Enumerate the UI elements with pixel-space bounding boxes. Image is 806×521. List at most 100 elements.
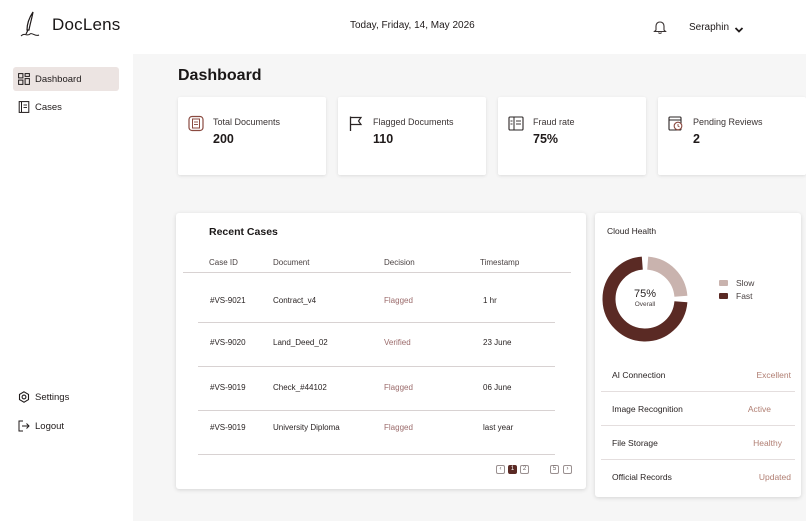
page-button-5[interactable]: 5 <box>550 465 559 474</box>
main-content: Dashboard Total Documents 200 Flagged Do… <box>133 54 806 521</box>
page-button-1[interactable]: 1 <box>508 465 517 474</box>
sidebar-item-label: Logout <box>35 420 65 432</box>
case-timestamp: 06 June <box>483 383 512 392</box>
sidebar-item-label: Dashboard <box>35 73 82 85</box>
cloud-health-title: Cloud Health <box>607 226 657 236</box>
stat-value: 2 <box>693 132 700 146</box>
donut-segment-fast <box>602 256 688 342</box>
health-label: Official Records <box>612 472 672 482</box>
stat-card-total-documents: Total Documents 200 <box>178 97 326 175</box>
row-divider <box>198 366 555 367</box>
table-row[interactable]: #VS-9021 Contract_v4 Flagged 1 hr <box>198 279 555 323</box>
grid-icon <box>18 73 30 85</box>
column-header: Case ID <box>209 258 238 267</box>
case-document: Land_Deed_02 <box>273 338 328 347</box>
legend-swatch <box>719 293 728 299</box>
logout-icon <box>18 420 30 432</box>
case-decision: Flagged <box>384 383 413 392</box>
sidebar-item-label: Settings <box>35 391 70 403</box>
documents-icon <box>188 115 204 132</box>
sidebar-item-dashboard[interactable]: Dashboard <box>13 67 119 91</box>
row-divider <box>198 410 555 411</box>
health-row-official-records: Official Records Updated <box>601 460 795 494</box>
cloud-health-card: Cloud Health 75% Overall Slow Fast AI Co… <box>595 213 801 497</box>
column-header: Decision <box>384 258 415 267</box>
chevron-left-icon[interactable]: ‹ <box>496 465 505 474</box>
donut-overall-label: Overall <box>634 301 656 308</box>
chevron-right-icon[interactable]: › <box>563 465 572 474</box>
case-document: Contract_v4 <box>273 296 317 305</box>
gear-icon <box>18 391 30 403</box>
sidebar-item-cases[interactable]: Cases <box>13 95 119 119</box>
stat-label: Total Documents <box>213 117 281 127</box>
table-row[interactable]: #VS-9019 Check_#44102 Flagged 06 June <box>198 367 555 411</box>
user-name[interactable]: Seraphin <box>689 22 730 33</box>
row-divider <box>198 454 555 455</box>
flag-icon <box>348 115 364 132</box>
case-timestamp: 23 June <box>483 338 512 347</box>
stat-value: 110 <box>373 132 394 146</box>
case-id: #VS-9021 <box>210 296 246 305</box>
case-document: University Diploma <box>273 423 340 432</box>
row-divider <box>601 391 795 392</box>
health-row-image-recognition: Image Recognition Active <box>601 392 795 426</box>
case-decision: Verified <box>384 338 411 347</box>
stat-value: 200 <box>213 132 234 146</box>
legend-swatch <box>719 280 728 286</box>
legend-item-slow: Slow <box>719 278 754 288</box>
page-button-2[interactable]: 2 <box>520 465 529 474</box>
recent-cases-card: Recent Cases Case ID Document Decision T… <box>176 213 586 489</box>
table-row[interactable]: #VS-9020 Land_Deed_02 Verified 23 June <box>198 323 555 367</box>
chevron-down-icon[interactable] <box>734 22 744 33</box>
health-label: AI Connection <box>612 370 666 380</box>
row-divider <box>601 459 795 460</box>
health-status: Excellent <box>756 370 792 380</box>
stat-card-fraud-rate: Fraud rate 75% <box>498 97 646 175</box>
case-timestamp: last year <box>483 423 514 432</box>
stat-label: Flagged Documents <box>373 117 454 127</box>
legend-item-fast: Fast <box>719 291 753 301</box>
recent-cases-title: Recent Cases <box>209 226 278 238</box>
stat-card-pending-reviews: Pending Reviews 2 <box>658 97 806 175</box>
brand-name: DocLens <box>52 15 121 34</box>
stat-card-flagged-documents: Flagged Documents 110 <box>338 97 486 175</box>
header-divider <box>183 272 571 273</box>
donut-segment-slow <box>646 256 688 298</box>
case-document: Check_#44102 <box>273 383 327 392</box>
health-label: File Storage <box>612 438 658 448</box>
sidebar-item-label: Cases <box>35 101 62 113</box>
cloud-health-donut <box>602 256 688 342</box>
row-divider <box>601 425 795 426</box>
health-status: Updated <box>758 472 791 482</box>
sidebar-item-settings[interactable]: Settings <box>13 385 119 409</box>
document-icon <box>18 101 30 113</box>
health-row-file-storage: File Storage Healthy <box>601 426 795 460</box>
case-id: #VS-9019 <box>210 383 246 392</box>
sidebar-item-logout[interactable]: Logout <box>13 414 119 438</box>
sidebar: Dashboard Cases Settings <box>0 54 133 521</box>
stat-label: Fraud rate <box>533 117 575 127</box>
case-id: #VS-9019 <box>210 423 246 432</box>
case-id: #VS-9020 <box>210 338 246 347</box>
donut-overall-value: 75% <box>633 288 657 300</box>
quill-pen-logo <box>18 10 42 40</box>
top-header: DocLens Today, Friday, 14, May 2026 Sera… <box>0 0 806 54</box>
legend-label: Fast <box>736 291 753 301</box>
column-header: Document <box>273 258 310 267</box>
row-divider <box>198 322 555 323</box>
report-icon <box>508 115 524 132</box>
case-decision: Flagged <box>384 423 413 432</box>
health-label: Image Recognition <box>612 404 683 414</box>
health-status: Healthy <box>753 438 782 448</box>
health-row-ai-connection: AI Connection Excellent <box>601 358 795 392</box>
case-timestamp: 1 hr <box>483 296 497 305</box>
bell-icon[interactable] <box>653 20 667 35</box>
page-title: Dashboard <box>178 67 262 84</box>
current-date: Today, Friday, 14, May 2026 <box>350 20 475 31</box>
case-decision: Flagged <box>384 296 413 305</box>
legend-label: Slow <box>736 278 755 288</box>
stat-label: Pending Reviews <box>693 117 763 127</box>
table-row[interactable]: #VS-9019 University Diploma Flagged last… <box>198 411 555 455</box>
column-header: Timestamp <box>480 258 520 267</box>
clock-document-icon <box>668 115 684 132</box>
